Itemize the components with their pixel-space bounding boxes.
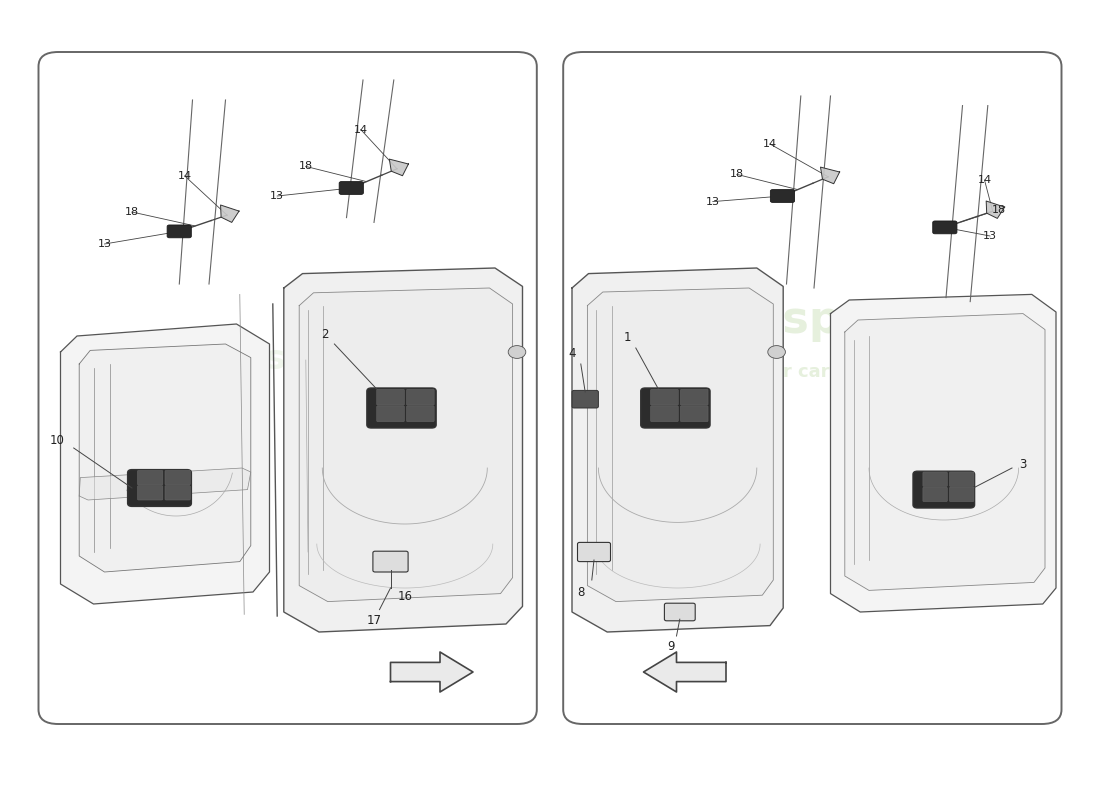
- Text: 14: 14: [763, 139, 777, 149]
- Polygon shape: [821, 167, 839, 184]
- FancyBboxPatch shape: [138, 486, 163, 500]
- FancyBboxPatch shape: [949, 487, 974, 502]
- FancyBboxPatch shape: [651, 390, 679, 405]
- Polygon shape: [572, 268, 783, 632]
- FancyBboxPatch shape: [949, 472, 974, 486]
- FancyBboxPatch shape: [923, 472, 947, 486]
- FancyBboxPatch shape: [128, 470, 191, 506]
- Polygon shape: [60, 324, 270, 604]
- FancyBboxPatch shape: [681, 390, 708, 405]
- FancyBboxPatch shape: [339, 182, 363, 194]
- FancyBboxPatch shape: [407, 406, 434, 422]
- FancyBboxPatch shape: [651, 406, 679, 422]
- FancyBboxPatch shape: [923, 487, 947, 502]
- Polygon shape: [299, 288, 513, 602]
- Circle shape: [508, 346, 526, 358]
- Polygon shape: [845, 314, 1045, 590]
- Text: 18: 18: [730, 170, 744, 179]
- Text: 4: 4: [569, 347, 575, 360]
- Text: a passion for cars since 1985: a passion for cars since 1985: [661, 363, 956, 381]
- Text: 13: 13: [98, 239, 111, 249]
- FancyBboxPatch shape: [165, 470, 190, 485]
- Text: eurospares: eurospares: [180, 343, 392, 377]
- Polygon shape: [79, 344, 251, 572]
- Text: 13: 13: [271, 191, 284, 201]
- FancyBboxPatch shape: [165, 486, 190, 500]
- FancyBboxPatch shape: [373, 551, 408, 572]
- Text: 14: 14: [354, 125, 367, 134]
- Text: 16: 16: [397, 590, 412, 602]
- Circle shape: [768, 346, 785, 358]
- Polygon shape: [389, 159, 408, 176]
- Text: 9: 9: [668, 640, 674, 653]
- FancyBboxPatch shape: [366, 388, 436, 428]
- FancyBboxPatch shape: [681, 406, 708, 422]
- Text: 8: 8: [578, 586, 584, 598]
- Text: 1: 1: [624, 331, 630, 344]
- FancyBboxPatch shape: [933, 221, 957, 234]
- Text: 18: 18: [299, 162, 312, 171]
- FancyBboxPatch shape: [167, 225, 191, 238]
- FancyBboxPatch shape: [578, 542, 610, 562]
- Polygon shape: [987, 201, 1004, 218]
- Text: 18: 18: [992, 205, 1005, 214]
- FancyBboxPatch shape: [640, 388, 711, 428]
- Polygon shape: [644, 652, 726, 692]
- Text: 13: 13: [706, 197, 719, 206]
- Text: 18: 18: [125, 207, 139, 217]
- FancyBboxPatch shape: [376, 390, 405, 405]
- Polygon shape: [390, 652, 473, 692]
- Polygon shape: [284, 268, 522, 632]
- FancyBboxPatch shape: [913, 471, 975, 508]
- Text: 2: 2: [321, 328, 328, 341]
- Text: 10: 10: [50, 434, 65, 446]
- Text: eurospares: eurospares: [668, 298, 949, 342]
- FancyBboxPatch shape: [770, 190, 794, 202]
- Text: 13: 13: [983, 231, 997, 241]
- FancyBboxPatch shape: [376, 406, 405, 422]
- Text: 17: 17: [366, 614, 382, 627]
- FancyBboxPatch shape: [664, 603, 695, 621]
- Polygon shape: [587, 288, 773, 602]
- FancyBboxPatch shape: [572, 390, 598, 408]
- FancyBboxPatch shape: [138, 470, 163, 485]
- FancyBboxPatch shape: [407, 390, 434, 405]
- Text: 14: 14: [978, 175, 991, 185]
- Polygon shape: [221, 205, 239, 222]
- Polygon shape: [830, 294, 1056, 612]
- Text: 3: 3: [1020, 458, 1026, 470]
- Polygon shape: [79, 468, 251, 500]
- Text: 14: 14: [178, 171, 191, 181]
